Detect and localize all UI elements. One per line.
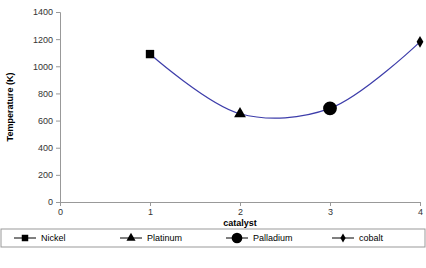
tick-label: 200 [38,170,53,180]
tick-label: 0 [48,197,53,207]
legend-marker [22,235,28,241]
tick: 600 [38,116,60,126]
series [417,36,424,48]
tick-mark [330,202,331,206]
chart: 0 1 2 3 4 0 200 400 600 800 1000 1200 1400 catalyst Te… [0,0,426,268]
tick-mark [56,93,60,94]
tick-label: 1400 [33,7,53,17]
tick-label: 1 [148,207,153,217]
tick-label: 3 [328,207,333,217]
tick-mark [56,175,60,176]
tick-mark [56,202,60,203]
tick: 3 [328,202,333,217]
axis-line [56,13,61,203]
tick: 0 [58,202,63,217]
tick-label: 400 [38,143,53,153]
tick: 1200 [33,35,60,45]
legend-marker [340,233,345,242]
series [323,101,337,115]
tick-mark [56,148,60,149]
tick: 0 [48,197,60,207]
series [234,107,246,117]
series [146,50,154,58]
legend-item: Palladium [226,233,293,244]
legend-item: Nickel [14,233,66,243]
tick: 4 [418,202,423,217]
marker [417,36,424,48]
legend: Nickel Platinum Palladium cobalt [1,229,425,247]
plot-area [146,36,424,118]
tick: 400 [38,143,60,153]
tick-label: 2 [238,207,243,217]
tick-mark [56,121,60,122]
legend-label: cobalt [359,233,384,243]
marker [234,107,246,117]
tick: 1000 [33,62,60,72]
marker [323,101,337,115]
tick-mark [150,202,151,206]
legend-frame [1,229,425,247]
y-axis: 0 200 400 600 800 1000 1200 1400 [33,7,61,207]
marker [146,50,154,58]
tick-label: 600 [38,116,53,126]
legend-marker [126,233,135,241]
tick-label: 4 [418,207,423,217]
legend-item: cobalt [332,233,384,243]
curve [150,42,420,118]
legend-marker [232,233,243,244]
tick: 800 [38,89,60,99]
tick: 200 [38,170,60,180]
tick-mark [56,39,60,40]
tick-mark [56,66,60,67]
legend-label: Palladium [253,233,293,243]
x-axis-title: catalyst [223,218,257,228]
tick: 1 [148,202,153,217]
tick-label: 1200 [33,35,53,45]
tick-label: 0 [58,207,63,217]
legend-label: Platinum [147,233,182,243]
tick-mark [240,202,241,206]
tick: 1400 [33,7,60,17]
tick-label: 800 [38,89,53,99]
legend-label: Nickel [41,233,66,243]
tick-mark [420,202,421,206]
legend-item: Platinum [120,233,182,243]
axis-line [61,203,421,207]
y-axis-title: Temperature (K) [5,73,15,142]
x-axis: 0 1 2 3 4 [58,202,423,217]
tick-label: 1000 [33,62,53,72]
tick: 2 [238,202,243,217]
tick-mark [56,12,60,13]
